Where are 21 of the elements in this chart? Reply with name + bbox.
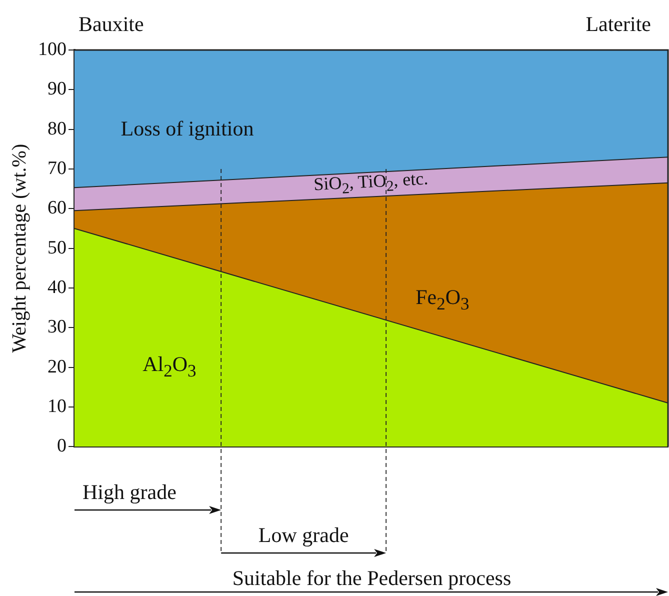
y-tick-label: 60 xyxy=(48,198,66,219)
series-label: Fe$_{2}$O$_{3}$ xyxy=(416,285,470,314)
y-tick-label: 40 xyxy=(48,276,66,298)
y-tick-label: 10 xyxy=(48,396,66,417)
y-tick-label: 100 xyxy=(38,38,66,60)
y-tick-label: 30 xyxy=(48,316,66,338)
y-tick-label: 20 xyxy=(48,356,66,378)
series-label: Loss of ignition xyxy=(120,116,254,141)
y-tick-label: 0 xyxy=(57,436,66,457)
text: Bauxite xyxy=(78,12,144,36)
y-axis-title: Weight percentage (wt.%) xyxy=(8,144,30,353)
y-tick-label: 90 xyxy=(48,78,66,100)
y-tick-label: 70 xyxy=(48,158,66,179)
y-tick-label: 50 xyxy=(48,237,66,258)
series-label: SiO$_{2}$, TiO$_{2}$, etc. xyxy=(313,168,430,198)
text: Suitable for the Pedersen process xyxy=(232,566,512,590)
text: High grade xyxy=(82,480,176,504)
series-label: Al$_{2}$O$_{3}$ xyxy=(142,352,196,381)
text: Low grade xyxy=(258,523,349,547)
y-tick-label: 80 xyxy=(48,118,66,140)
text: Laterite xyxy=(586,12,651,36)
